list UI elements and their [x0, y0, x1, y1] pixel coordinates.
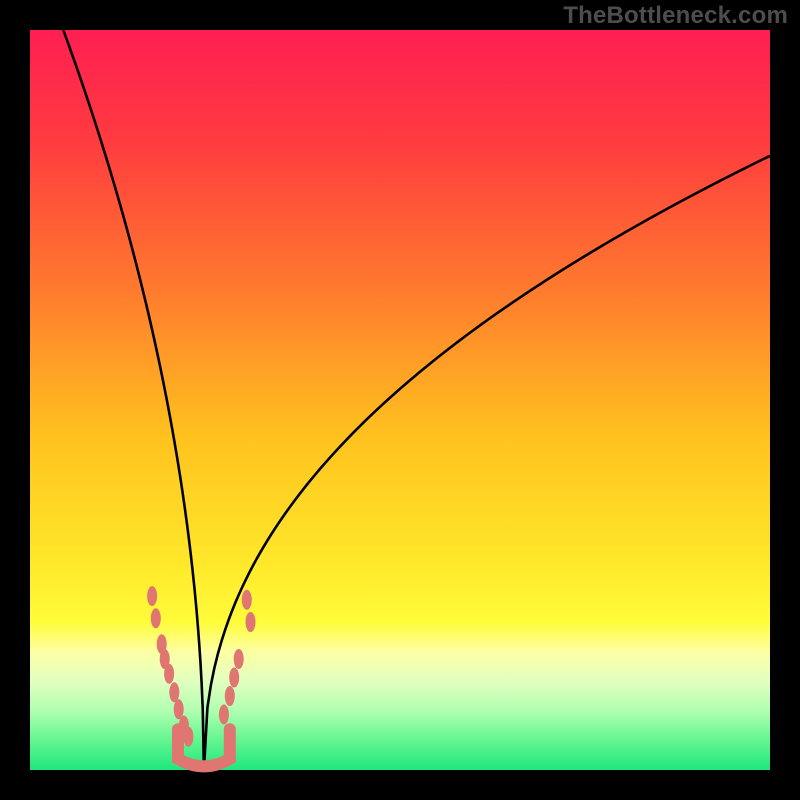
plot-background: [30, 30, 770, 770]
data-marker: [246, 612, 256, 632]
data-marker: [219, 705, 229, 725]
watermark-text: TheBottleneck.com: [563, 2, 788, 30]
bottleneck-curve-chart: [0, 0, 800, 800]
data-marker: [151, 608, 161, 628]
data-marker: [147, 586, 157, 606]
data-marker: [225, 686, 235, 706]
data-marker: [242, 590, 252, 610]
data-marker: [229, 668, 239, 688]
data-marker: [183, 727, 193, 747]
data-marker: [164, 664, 174, 684]
chart-stage: TheBottleneck.com: [0, 0, 800, 800]
data-marker: [234, 649, 244, 669]
data-marker: [169, 682, 179, 702]
